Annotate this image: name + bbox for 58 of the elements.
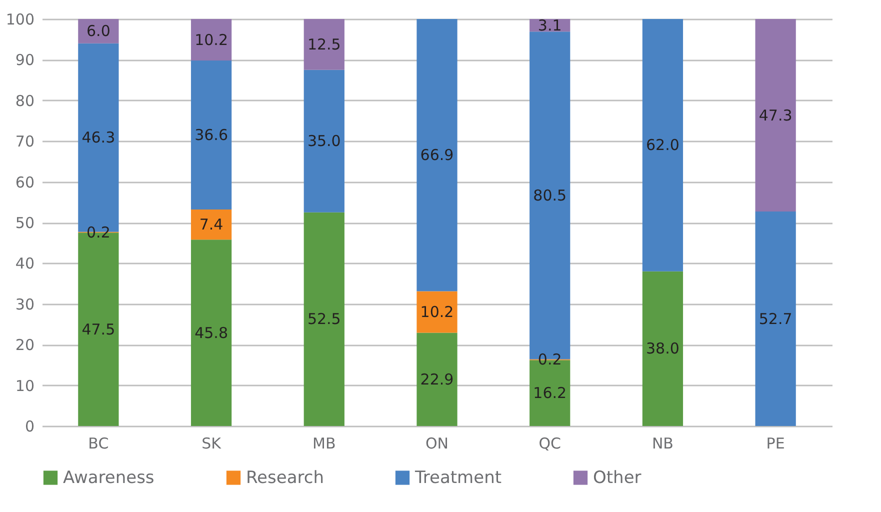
x-tick-label: PE xyxy=(766,434,785,452)
data-label: 62.0 xyxy=(646,136,680,154)
data-label: 35.0 xyxy=(307,132,341,150)
y-tick-label: 70 xyxy=(15,132,34,151)
y-tick-label: 10 xyxy=(15,376,34,395)
x-tick-label: NB xyxy=(652,434,674,452)
y-tick-label: 0 xyxy=(24,418,34,436)
bar xyxy=(304,70,344,212)
y-tick-label: 20 xyxy=(15,336,34,354)
x-tick-label: BC xyxy=(88,434,109,452)
bar xyxy=(190,240,232,426)
data-label: 47.5 xyxy=(82,320,116,338)
data-label: 47.3 xyxy=(758,106,792,124)
bar xyxy=(304,212,344,426)
data-label: 38.0 xyxy=(646,340,680,358)
y-tick-label: 60 xyxy=(15,173,34,192)
data-label: 52.7 xyxy=(758,310,792,328)
bar xyxy=(416,291,458,333)
bar xyxy=(755,19,796,212)
x-tick-label: SK xyxy=(202,434,222,452)
data-label: 16.2 xyxy=(533,384,567,402)
bar xyxy=(416,19,458,292)
data-label: 22.9 xyxy=(420,370,454,388)
legend-label: Awareness xyxy=(63,468,154,488)
data-label: 80.5 xyxy=(533,186,567,204)
y-tick-label: 50 xyxy=(15,214,34,232)
bar xyxy=(190,60,232,210)
legend-label: Treatment xyxy=(414,468,502,488)
bar xyxy=(642,19,684,272)
data-label: 6.0 xyxy=(86,22,110,40)
data-label: 10.2 xyxy=(420,303,454,322)
x-tick-label: ON xyxy=(425,434,449,452)
y-tick-label: 100 xyxy=(6,10,34,28)
y-tick-label: 40 xyxy=(15,254,34,273)
y-tick-label: 30 xyxy=(15,295,34,314)
data-label: 7.4 xyxy=(199,216,224,234)
data-label: 10.2 xyxy=(194,30,228,49)
bar xyxy=(304,19,344,70)
data-label: 36.6 xyxy=(194,126,228,144)
data-label: 12.5 xyxy=(307,35,341,54)
data-label: 0.2 xyxy=(86,223,110,242)
y-tick-label: 90 xyxy=(15,51,34,70)
legend-label: Other xyxy=(593,468,642,488)
legend-label: Research xyxy=(246,468,324,488)
data-label: 45.8 xyxy=(194,324,228,342)
data-label: 0.2 xyxy=(538,350,562,369)
data-label: 46.3 xyxy=(82,128,116,147)
data-label: 3.1 xyxy=(538,16,562,34)
data-label: 52.5 xyxy=(307,310,341,328)
bar xyxy=(190,209,232,240)
y-tick-label: 80 xyxy=(15,92,34,110)
bar xyxy=(416,332,458,426)
x-tick-label: MB xyxy=(312,434,336,452)
bar xyxy=(190,19,232,61)
x-tick-label: QC xyxy=(538,434,561,452)
data-label: 66.9 xyxy=(420,146,454,164)
bar xyxy=(642,271,684,426)
bar xyxy=(755,212,796,426)
